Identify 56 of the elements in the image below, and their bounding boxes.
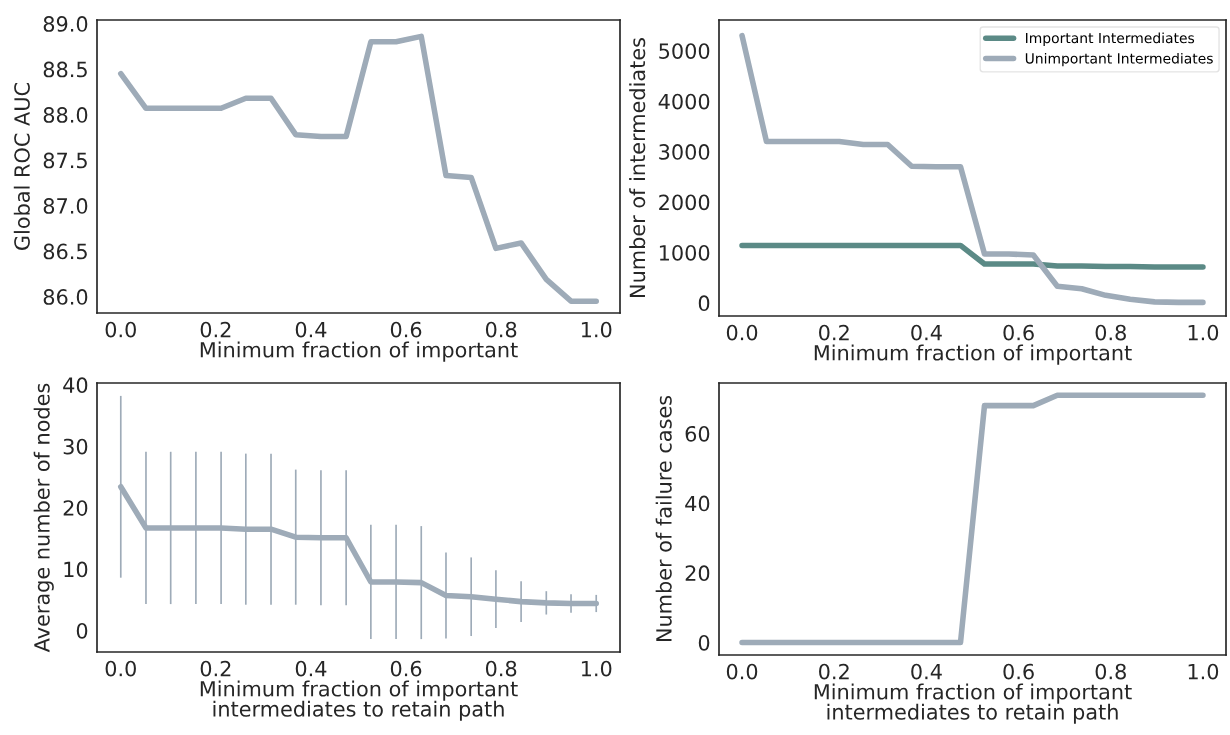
- y-tick-label: 4000: [658, 93, 710, 110]
- x-tick-label: 0.4: [911, 663, 942, 680]
- x-tick-label: 0.2: [200, 660, 231, 677]
- x-tick-label: 0.4: [295, 660, 327, 677]
- x-tick-label: 0.2: [819, 324, 849, 341]
- x-tick-label: 1.0: [581, 660, 612, 677]
- x-tick-label: 0.6: [390, 321, 422, 338]
- x-tick-label: 0.8: [1095, 663, 1126, 680]
- y-tick-label: 40: [685, 495, 710, 512]
- y-tick-label: 1000: [659, 244, 710, 261]
- y-tick-label: 40: [63, 377, 88, 394]
- legend-label: Important Intermediates: [1026, 32, 1195, 46]
- x-axis-title: Minimum fraction of important: [200, 341, 518, 362]
- x-tick-label: 0.6: [1003, 663, 1034, 680]
- y-tick-label: 20: [63, 500, 88, 516]
- y-tick-label: 88.5: [43, 61, 87, 78]
- x-tick-label: 0.8: [1095, 324, 1126, 341]
- y-tick-label: 87.5: [43, 152, 87, 169]
- x-tick-label: 0.8: [485, 660, 517, 677]
- x-tick-label: 0.4: [911, 324, 942, 341]
- y-tick-label: 86.0: [43, 289, 88, 305]
- y-axis-title: Global ROC AUC: [13, 83, 30, 250]
- y-tick-label: 0: [698, 295, 710, 312]
- legend-label: Unimportant Intermediates: [1025, 52, 1213, 67]
- x-axis-title: Minimum fraction of important intermediates to retain path: [814, 683, 1132, 724]
- y-tick-label: 89.0: [43, 16, 88, 32]
- x-tick-label: 1.0: [581, 321, 612, 338]
- y-tick-label: 60: [685, 425, 710, 442]
- y-tick-label: 2000: [659, 194, 710, 211]
- x-tick-label: 0.8: [485, 321, 517, 338]
- y-axis-title: Average number of nodes: [33, 383, 54, 653]
- x-tick-label: 0.0: [105, 660, 136, 677]
- y-tick-label: 86.5: [43, 243, 87, 260]
- y-tick-label: 10: [64, 561, 88, 578]
- x-tick-label: 0.0: [726, 663, 758, 680]
- x-axis-title: Minimum fraction of important intermediates to retain path: [200, 680, 518, 721]
- y-tick-label: 5000: [659, 43, 710, 59]
- x-tick-label: 0.0: [105, 321, 136, 338]
- y-tick-label: 0: [698, 634, 710, 651]
- y-tick-label: 87.0: [43, 198, 88, 214]
- y-tick-label: 30: [63, 438, 88, 455]
- y-axis-title: Number of failure cases: [655, 395, 672, 642]
- x-tick-label: 1.0: [1188, 324, 1219, 341]
- x-tick-label: 0.6: [390, 660, 422, 677]
- x-tick-label: 0.2: [200, 321, 231, 338]
- y-tick-label: 0: [76, 622, 88, 639]
- x-tick-label: 0.2: [819, 663, 849, 680]
- y-tick-label: 3000: [659, 144, 710, 160]
- x-axis-title: Minimum fraction of important: [814, 344, 1132, 365]
- x-tick-label: 0.0: [726, 324, 758, 341]
- y-tick-label: 88.0: [43, 107, 88, 123]
- x-tick-label: 1.0: [1188, 663, 1219, 680]
- y-axis-title: Number of intermediates: [629, 38, 646, 297]
- x-tick-label: 0.4: [295, 321, 327, 338]
- x-tick-label: 0.6: [1003, 324, 1034, 341]
- y-tick-label: 20: [685, 565, 710, 582]
